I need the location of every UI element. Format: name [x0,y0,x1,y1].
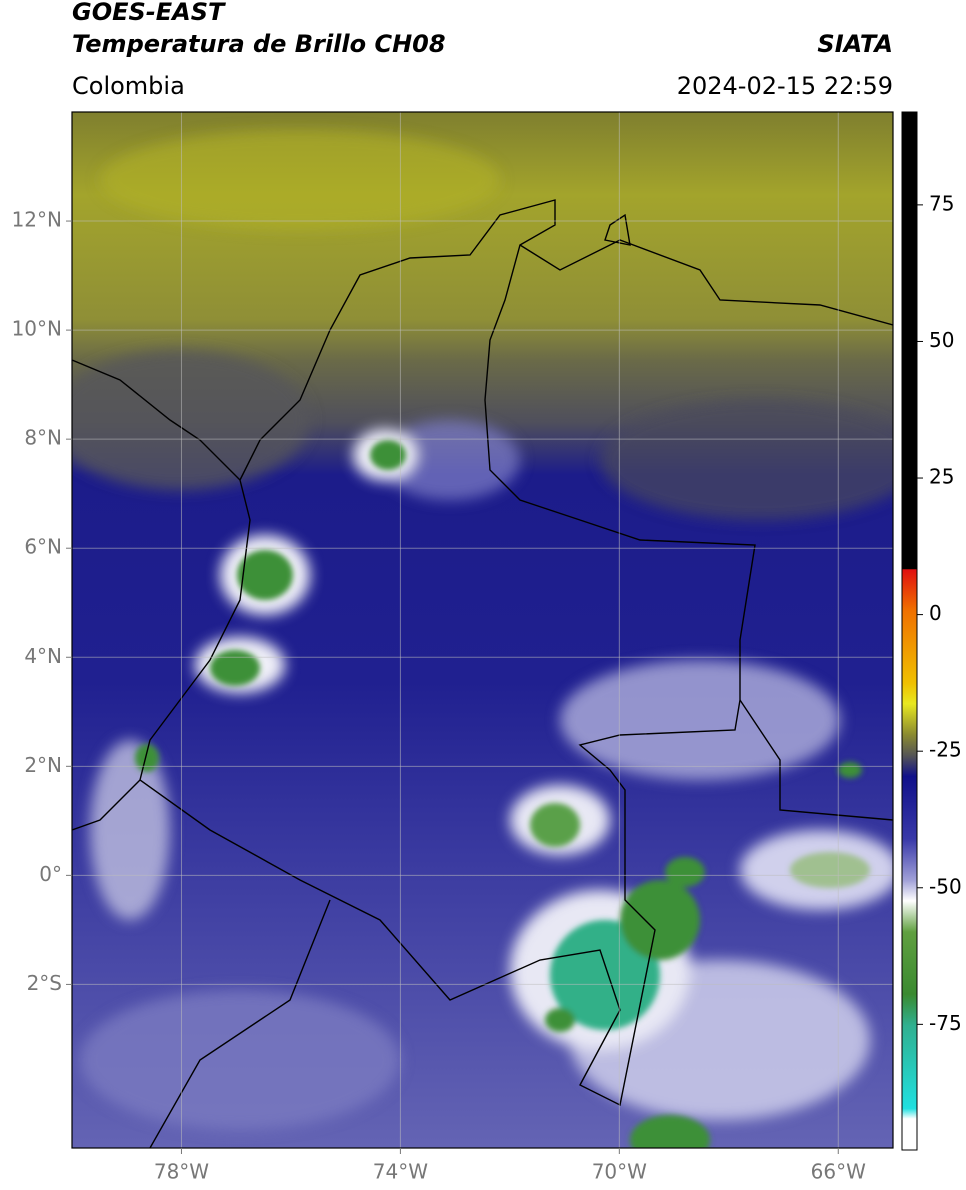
colorbar-tick-label: -75 [929,1011,962,1035]
cold-cloud-tops [135,440,870,1148]
y-tick-label: 10°N [12,317,62,341]
source: SIATA [817,30,893,58]
colorbar-tick-label: 0 [929,601,942,625]
region: Colombia [72,72,185,100]
venezuela-coast [519,239,893,326]
cloud-field [72,130,893,1130]
y-tick-label: 4°N [24,644,62,668]
colorbar-tick-label: -50 [929,874,962,898]
map-frame [71,111,894,1149]
ecuador-coast [72,779,141,831]
colorbar-tick-label: 75 [929,191,954,215]
brazil-border [739,699,893,821]
x-tick-label: 70°W [592,1160,647,1184]
x-tick-label: 74°W [373,1160,428,1184]
y-tick-label: 8°N [24,426,62,450]
colorbar-tick-label: 25 [929,465,954,489]
y-tick-label: 12°N [12,208,62,232]
timestamp: 2024-02-15 22:59 [677,72,893,100]
peru-border [149,899,331,1148]
x-tick-label: 78°W [154,1160,209,1184]
colorbar-tick-label: -25 [929,738,962,762]
y-tick-label: 6°N [24,535,62,559]
x-tick-label: 66°W [811,1160,866,1184]
panama-border [72,359,241,481]
grid [72,112,893,1148]
subtitle: Temperatura de Brillo CH08 [72,30,446,58]
axes: 78°W 74°W 70°W 66°W 12°N 10°N 8°N 6°N 4°N 2°N 0° 2°… [12,191,962,1183]
y-tick-label: 2°N [24,753,62,777]
country-outline [139,199,756,1107]
title: GOES-EAST [72,0,226,26]
y-tick-label: 2°S [27,971,62,995]
paraguana [604,213,631,246]
satellite-image [72,112,893,1148]
colorbar [901,111,918,1151]
y-tick-label: 0° [39,862,62,886]
boundaries [72,199,893,1148]
colorbar-tick-label: 50 [929,328,954,352]
